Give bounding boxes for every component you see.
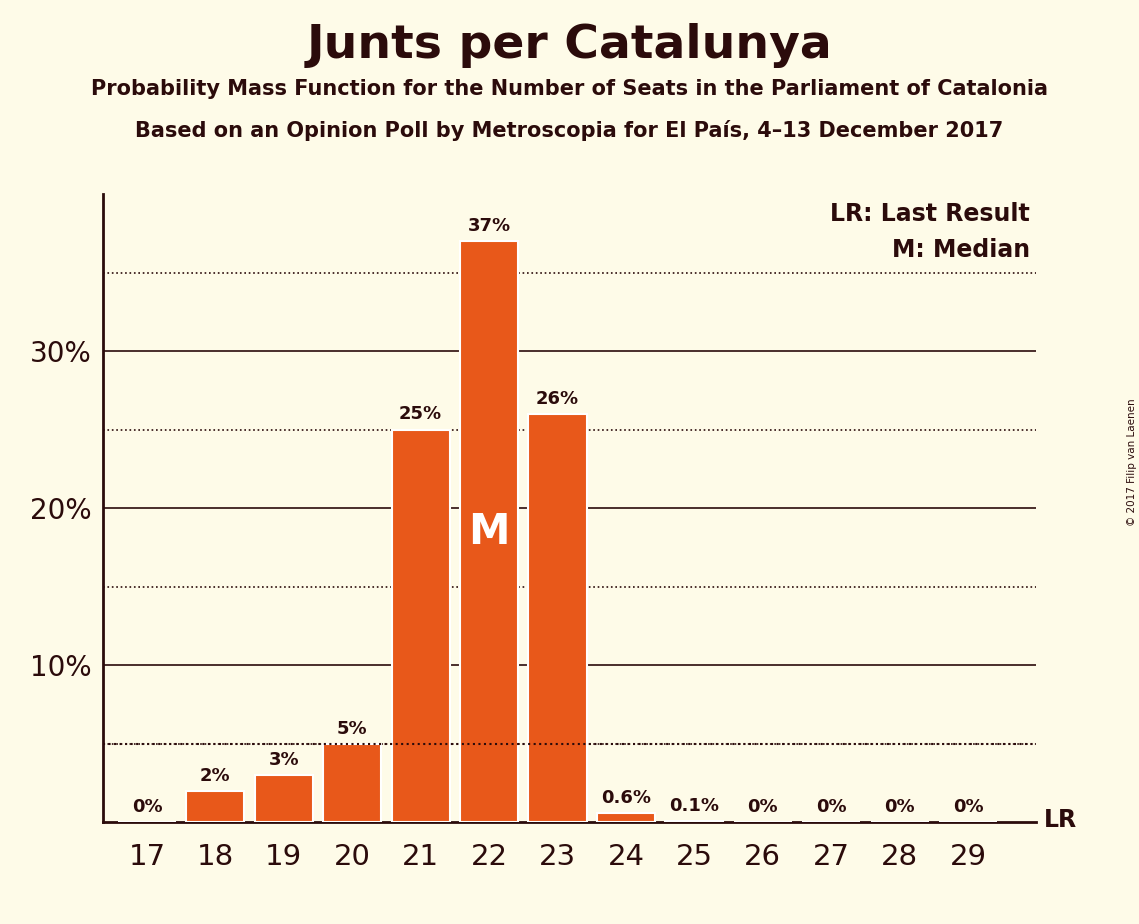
Text: LR: Last Result: LR: Last Result [830, 201, 1030, 225]
Text: Probability Mass Function for the Number of Seats in the Parliament of Catalonia: Probability Mass Function for the Number… [91, 79, 1048, 99]
Bar [665, 821, 723, 822]
Text: 37%: 37% [467, 217, 510, 235]
Bar [460, 241, 518, 822]
Text: 26%: 26% [536, 390, 579, 407]
Text: 5%: 5% [337, 720, 368, 737]
Bar [255, 775, 313, 822]
Text: © 2017 Filip van Laenen: © 2017 Filip van Laenen [1126, 398, 1137, 526]
Text: 3%: 3% [269, 751, 300, 769]
Text: 0%: 0% [952, 798, 983, 816]
Text: 0.6%: 0.6% [601, 789, 652, 807]
Bar [528, 414, 587, 822]
Bar [323, 744, 382, 822]
Text: 0%: 0% [884, 798, 915, 816]
Text: Based on an Opinion Poll by Metroscopia for El País, 4–13 December 2017: Based on an Opinion Poll by Metroscopia … [136, 120, 1003, 141]
Text: 2%: 2% [200, 767, 231, 784]
Text: M: Median: M: Median [892, 238, 1030, 262]
Text: Junts per Catalunya: Junts per Catalunya [306, 23, 833, 68]
Text: 25%: 25% [399, 406, 442, 423]
Text: M: M [468, 511, 510, 553]
Text: 0%: 0% [747, 798, 778, 816]
Bar [187, 791, 245, 822]
Text: 0%: 0% [816, 798, 846, 816]
Text: 0.1%: 0.1% [670, 796, 720, 815]
Text: LR: LR [1043, 808, 1076, 833]
Text: 0%: 0% [132, 798, 162, 816]
Bar [597, 813, 655, 822]
Bar [392, 430, 450, 822]
